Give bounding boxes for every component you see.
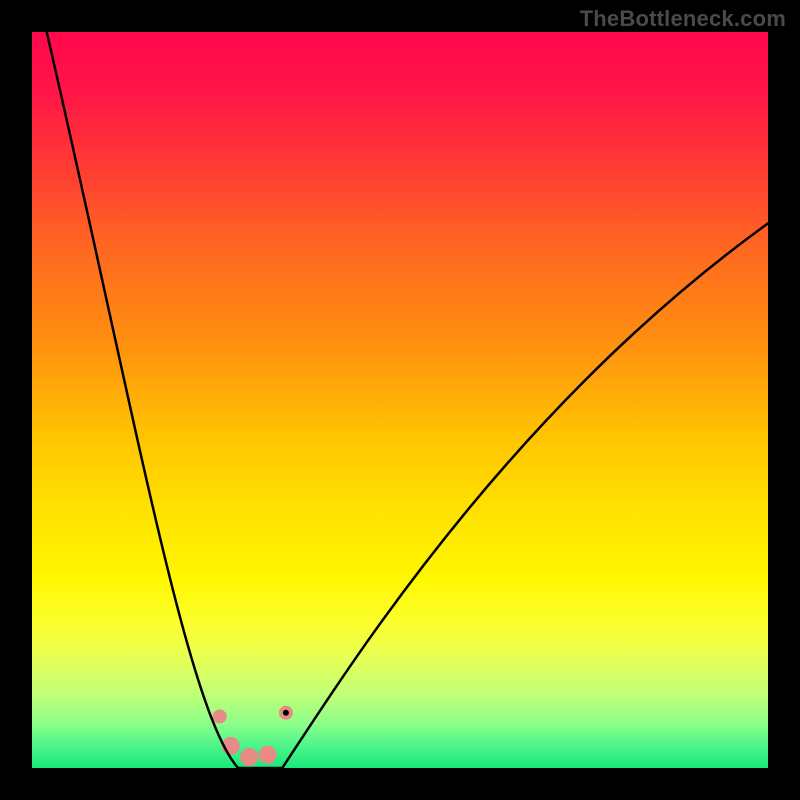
curve-marker [259,746,277,764]
bottleneck-curve-chart [0,0,800,800]
plot-background [32,32,768,768]
chart-stage: TheBottleneck.com [0,0,800,800]
curve-marker [240,748,258,766]
curve-marker-dot [283,710,289,716]
curve-marker [213,709,227,723]
watermark-text: TheBottleneck.com [580,6,786,32]
curve-black-dots-group [283,710,289,716]
